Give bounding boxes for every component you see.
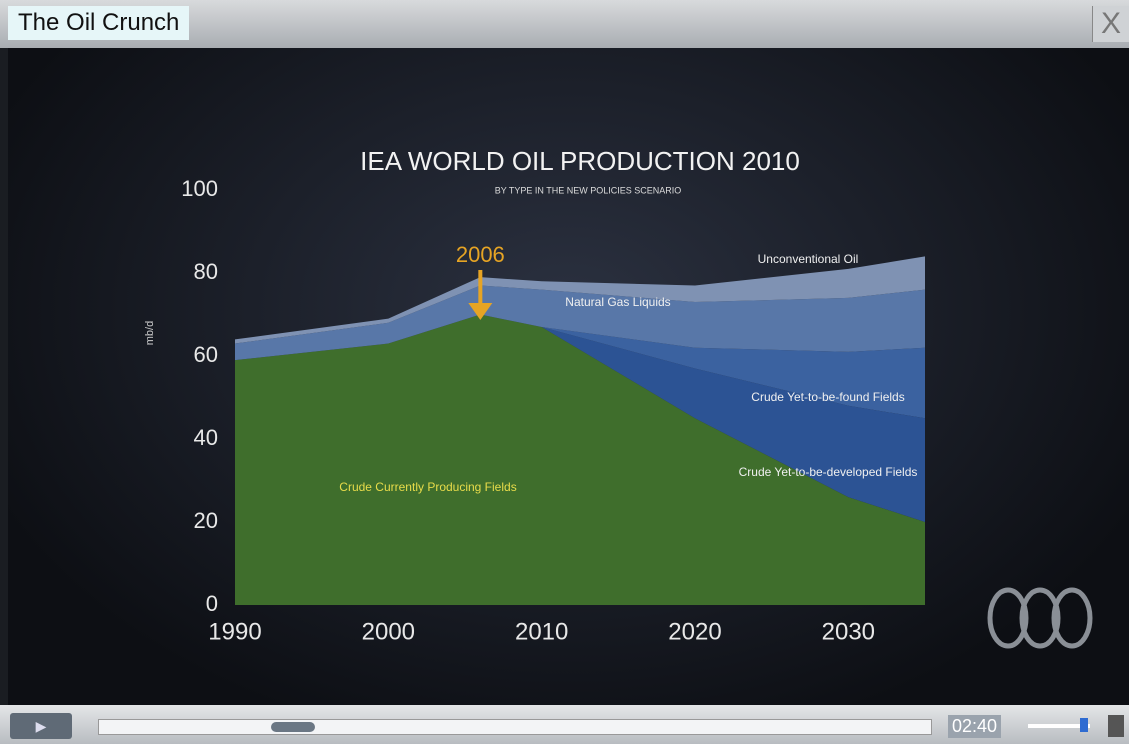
y-axis-label: mb/d bbox=[144, 321, 156, 345]
player-controls: ▶ 02:40 bbox=[0, 705, 1129, 744]
seek-thumb[interactable] bbox=[271, 722, 315, 732]
area-label: Crude Currently Producing Fields bbox=[339, 480, 516, 494]
y-tick-label: 40 bbox=[194, 425, 218, 450]
area bbox=[235, 285, 925, 361]
volume-knob[interactable] bbox=[1080, 718, 1088, 732]
x-tick-label: 2030 bbox=[822, 618, 875, 645]
chart-subtitle: BY TYPE IN THE NEW POLICIES SCENARIO bbox=[495, 185, 682, 195]
title-bar: The Oil Crunch X bbox=[0, 0, 1129, 48]
broadcaster-logo bbox=[987, 587, 1093, 649]
time-display: 02:40 bbox=[948, 715, 1002, 738]
window-title: The Oil Crunch bbox=[8, 6, 190, 40]
menu-button[interactable] bbox=[1108, 715, 1124, 737]
volume-slider[interactable] bbox=[1028, 724, 1090, 728]
y-tick-label: 100 bbox=[181, 176, 218, 201]
x-tick-label: 2020 bbox=[668, 618, 721, 645]
area-label: Crude Yet-to-be-found Fields bbox=[751, 390, 904, 404]
area-label: Natural Gas Liquids bbox=[565, 295, 670, 309]
chart: IEA WORLD OIL PRODUCTION 2010 BY TYPE IN … bbox=[144, 146, 1093, 649]
annotation-arrowhead bbox=[468, 303, 493, 320]
area bbox=[235, 314, 925, 605]
video-frame: IEA WORLD OIL PRODUCTION 2010 BY TYPE IN … bbox=[8, 48, 1129, 705]
x-tick-label: 2000 bbox=[362, 618, 415, 645]
annotation-label: 2006 bbox=[456, 242, 505, 267]
y-tick-label: 0 bbox=[206, 591, 218, 616]
play-button[interactable]: ▶ bbox=[10, 713, 72, 739]
seek-bar[interactable] bbox=[98, 719, 932, 735]
y-tick-label: 80 bbox=[194, 259, 218, 284]
y-tick-label: 20 bbox=[194, 508, 218, 533]
area-label: Unconventional Oil bbox=[758, 252, 859, 266]
close-button[interactable]: X bbox=[1092, 6, 1129, 42]
chart-title: IEA WORLD OIL PRODUCTION 2010 bbox=[360, 146, 800, 176]
x-tick-label: 2010 bbox=[515, 618, 568, 645]
area-label: Crude Yet-to-be-developed Fields bbox=[739, 465, 918, 479]
area bbox=[235, 314, 925, 419]
y-tick-label: 60 bbox=[194, 342, 218, 367]
x-tick-label: 1990 bbox=[208, 618, 261, 645]
area bbox=[235, 314, 925, 522]
